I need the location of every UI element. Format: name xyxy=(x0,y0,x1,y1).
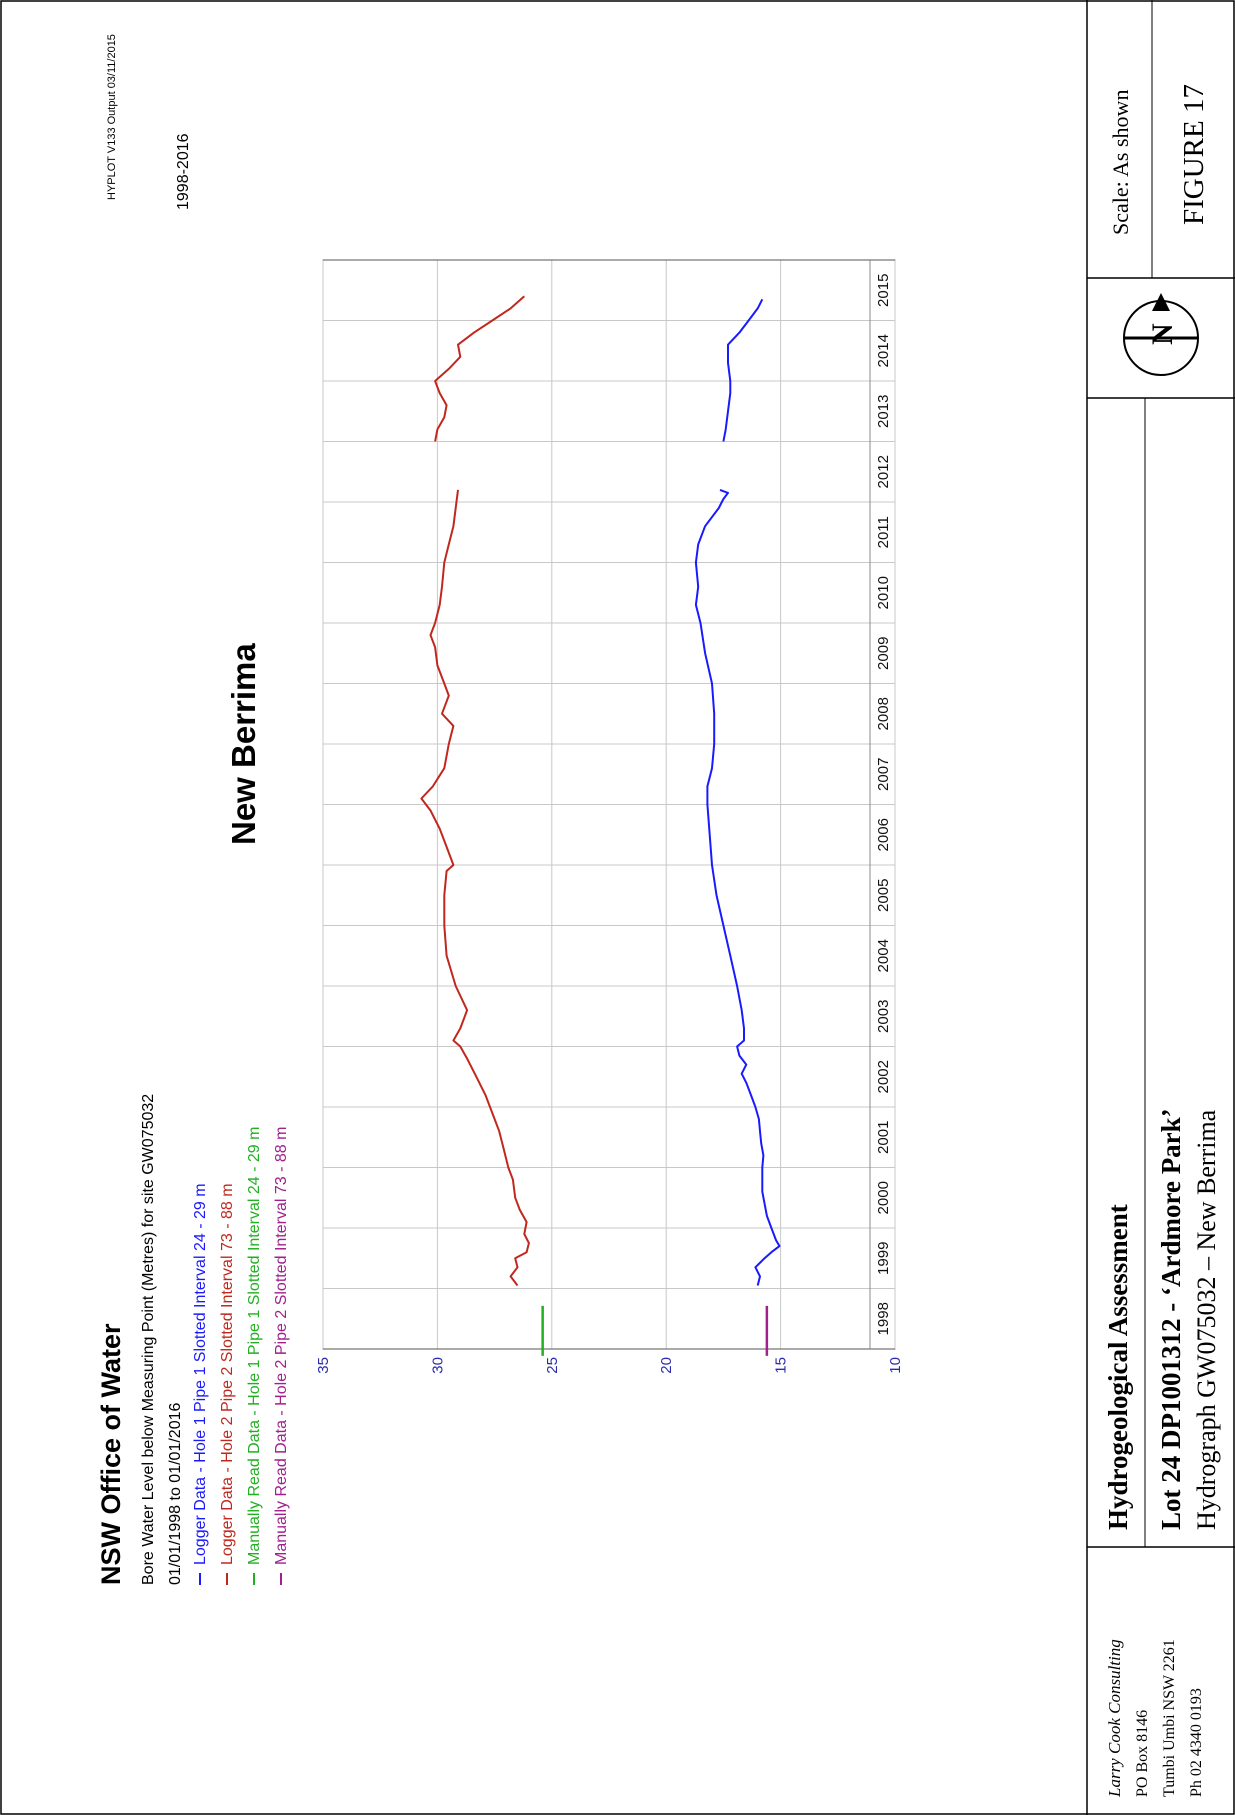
x-tick-label: 2005 xyxy=(875,879,892,912)
x-tick-label: 1998 xyxy=(875,1302,892,1335)
x-tick-label: 2010 xyxy=(875,576,892,609)
y-tick-label: 35 xyxy=(315,1357,332,1374)
chart-title: NSW Office of Water xyxy=(96,1323,126,1585)
y-axis: 10 15 20 25 30 35 xyxy=(315,1357,904,1374)
y-tick-label: 15 xyxy=(773,1357,790,1374)
legend-label: Manually Read Data - Hole 2 Pipe 2 Slott… xyxy=(273,1127,290,1565)
y-tick-label: 30 xyxy=(429,1357,446,1374)
x-tick-label: 2000 xyxy=(875,1181,892,1214)
x-tick-label: 2006 xyxy=(875,818,892,851)
x-tick-label: 2013 xyxy=(875,395,892,428)
x-tick-label: 2003 xyxy=(875,1000,892,1033)
series-lines xyxy=(420,295,781,1356)
legend-label: Manually Read Data - Hole 1 Pipe 1 Slott… xyxy=(246,1127,263,1565)
grid-lines xyxy=(322,259,896,1350)
period-label: 1998-2016 xyxy=(175,133,192,210)
x-tick-label: 2015 xyxy=(875,274,892,307)
series-line xyxy=(434,295,525,442)
x-tick-label: 2014 xyxy=(875,334,892,367)
legend-label: Logger Data - Hole 2 Pipe 2 Slotted Inte… xyxy=(219,1183,236,1565)
hydrograph-line: Hydrograph GW075032 – New Berrima xyxy=(1192,1109,1221,1530)
x-tick-label: 2009 xyxy=(875,637,892,670)
series-line xyxy=(694,488,781,1286)
y-tick-label: 25 xyxy=(544,1357,561,1374)
series-line xyxy=(420,489,530,1287)
project-heading: Hydrogeological Assessment xyxy=(1103,1204,1133,1530)
y-tick-label: 10 xyxy=(887,1357,904,1374)
consultant-name: Larry Cook Consulting xyxy=(1105,1639,1124,1798)
series-line xyxy=(722,298,764,442)
x-tick-label: 2001 xyxy=(875,1121,892,1154)
site-name: New Berrima xyxy=(225,643,262,845)
consultant-po-box: PO Box 8146 xyxy=(1134,1710,1151,1797)
lot-line: Lot 24 DP1001312 - ‘Ardmore Park’ xyxy=(1156,1108,1186,1530)
y-tick-label: 20 xyxy=(658,1357,675,1374)
x-tick-label: 2008 xyxy=(875,697,892,730)
consultant-address: Tumbi Umbi NSW 2261 xyxy=(1161,1639,1178,1797)
x-tick-label: 2002 xyxy=(875,1060,892,1093)
x-tick-label: 2011 xyxy=(875,516,892,548)
x-tick-label: 2012 xyxy=(875,455,892,488)
north-label: N xyxy=(1146,323,1179,345)
figure-number: FIGURE 17 xyxy=(1178,84,1210,225)
chart-subtitle: Bore Water Level below Measuring Point (… xyxy=(140,1094,157,1585)
x-tick-label: 2007 xyxy=(875,758,892,791)
north-arrow-icon: N xyxy=(1123,293,1199,376)
consultant-phone: Ph 02 4340 0193 xyxy=(1188,1688,1205,1797)
date-range: 01/01/1998 to 01/01/2016 xyxy=(167,1403,184,1585)
legend-label: Logger Data - Hole 1 Pipe 1 Slotted Inte… xyxy=(192,1183,209,1565)
output-info: HYPLOT V133 Output 03/11/2015 xyxy=(106,34,118,200)
legend: Logger Data - Hole 1 Pipe 1 Slotted Inte… xyxy=(192,1127,290,1585)
x-tick-label: 1999 xyxy=(875,1242,892,1275)
scale-label: Scale: As shown xyxy=(1108,90,1133,235)
x-tick-label: 2004 xyxy=(875,939,892,972)
x-axis: 1998 1999 2000 2001 2002 2003 2004 2005 2006 2007… xyxy=(869,260,892,1349)
